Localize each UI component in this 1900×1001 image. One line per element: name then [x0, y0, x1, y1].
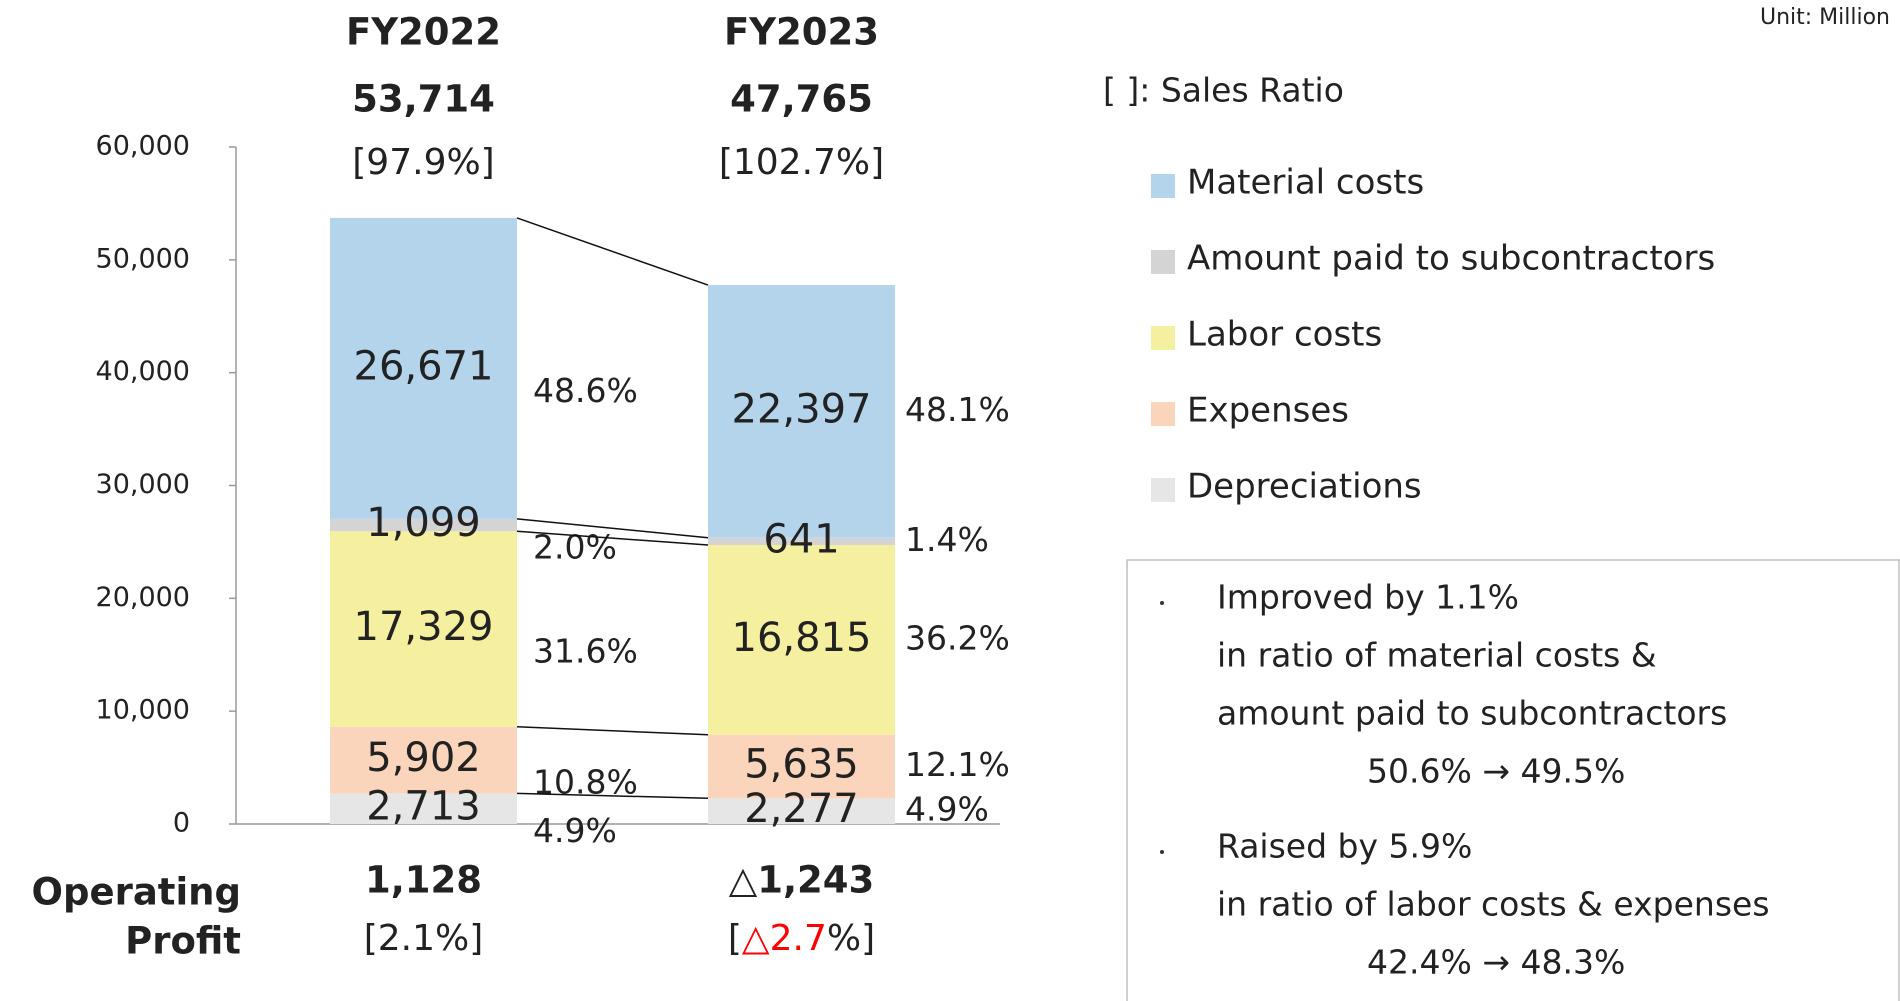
- ratio-part: [2.1%]: [364, 918, 484, 959]
- ratio-label: 31.6%: [533, 632, 638, 671]
- y-tick-label: 40,000: [96, 356, 190, 387]
- legend-label: Material costs: [1187, 163, 1424, 203]
- note-line: Improved by 1.1%: [1217, 578, 1519, 617]
- operating-profit-label: Profit: [125, 920, 241, 963]
- total-ratio-label: [102.7%]: [719, 142, 884, 183]
- bar-segment: [330, 518, 517, 532]
- legend-label: Expenses: [1187, 391, 1349, 431]
- value-label: 17,329: [354, 604, 494, 650]
- ratio-label: 1.4%: [905, 520, 989, 559]
- total-label: 47,765: [730, 78, 873, 121]
- unit-note: Unit: Million: [1760, 5, 1890, 30]
- legend-title: [ ]: Sales Ratio: [1103, 71, 1344, 110]
- bar-segment: [708, 798, 895, 824]
- bullet: [1160, 601, 1164, 605]
- y-tick-label: 20,000: [96, 582, 190, 613]
- operating-profit-value: △1,243: [729, 859, 875, 902]
- note-line: in ratio of labor costs & expenses: [1217, 885, 1770, 924]
- legend-swatch: [1151, 478, 1175, 502]
- value-label: 1,099: [366, 500, 481, 546]
- bar-segment: [330, 531, 517, 727]
- bar-segment: [330, 793, 517, 824]
- legend-label: Amount paid to subcontractors: [1187, 239, 1715, 279]
- ratio-label: 48.1%: [905, 390, 1010, 429]
- y-tick-label: 10,000: [96, 695, 190, 726]
- legend-label: Depreciations: [1187, 467, 1422, 507]
- notes-box: [1126, 559, 1900, 1001]
- legend-swatch: [1151, 326, 1175, 350]
- bar-segment: [708, 544, 895, 735]
- ratio-label: 4.9%: [533, 811, 617, 850]
- legend-swatch: [1151, 402, 1175, 426]
- total-ratio-label: [97.9%]: [352, 142, 494, 183]
- legend-label: Labor costs: [1187, 315, 1382, 355]
- bar-segment: [708, 285, 895, 538]
- y-tick-label: 30,000: [96, 469, 190, 500]
- ratio-label: 48.6%: [533, 371, 638, 410]
- legend-swatch: [1151, 174, 1175, 198]
- value-label: 5,902: [366, 735, 481, 781]
- value-label: 16,815: [732, 615, 872, 661]
- y-tick-label: 50,000: [96, 243, 190, 274]
- value-label: 2,277: [744, 786, 859, 832]
- value-label: 5,635: [744, 742, 859, 788]
- ratio-label: 12.1%: [905, 745, 1010, 784]
- note-line: in ratio of material costs &: [1217, 636, 1657, 675]
- bullet: [1160, 850, 1164, 854]
- connector-line: [516, 530, 709, 546]
- y-tick-label: 60,000: [96, 131, 190, 162]
- note-line: Raised by 5.9%: [1217, 827, 1472, 866]
- ratio-part: △2.7: [742, 918, 827, 959]
- ratio-part: %]: [827, 918, 875, 959]
- ratio-label: 36.2%: [905, 618, 1010, 657]
- bar-segment: [330, 217, 517, 519]
- value-label: 26,671: [354, 343, 494, 389]
- operating-profit-label: Operating: [32, 871, 241, 914]
- ratio-part: [: [728, 918, 742, 959]
- connector-line: [516, 518, 709, 539]
- operating-profit-value: 1,128: [365, 859, 482, 902]
- bar-segment: [708, 734, 895, 799]
- bar-segment: [330, 726, 517, 794]
- bar-segment: [708, 537, 895, 545]
- value-label: 2,713: [366, 784, 481, 830]
- connector-line: [516, 726, 709, 736]
- total-label: 53,714: [352, 78, 495, 121]
- category-label: FY2022: [346, 11, 501, 54]
- note-line: amount paid to subcontractors: [1217, 694, 1727, 733]
- y-tick-label: 0: [173, 808, 190, 839]
- value-label: 22,397: [732, 386, 872, 432]
- connector-line: [516, 792, 709, 800]
- ratio-label: 4.9%: [905, 790, 989, 829]
- value-label: 641: [763, 516, 839, 562]
- note-result: 42.4% → 48.3%: [1367, 943, 1625, 982]
- legend-swatch: [1151, 250, 1175, 274]
- connector-line: [516, 217, 709, 286]
- operating-profit-ratio: [2.1%]: [364, 918, 484, 959]
- note-result: 50.6% → 49.5%: [1367, 752, 1625, 791]
- category-label: FY2023: [724, 11, 879, 54]
- operating-profit-ratio: [△2.7%]: [728, 918, 875, 959]
